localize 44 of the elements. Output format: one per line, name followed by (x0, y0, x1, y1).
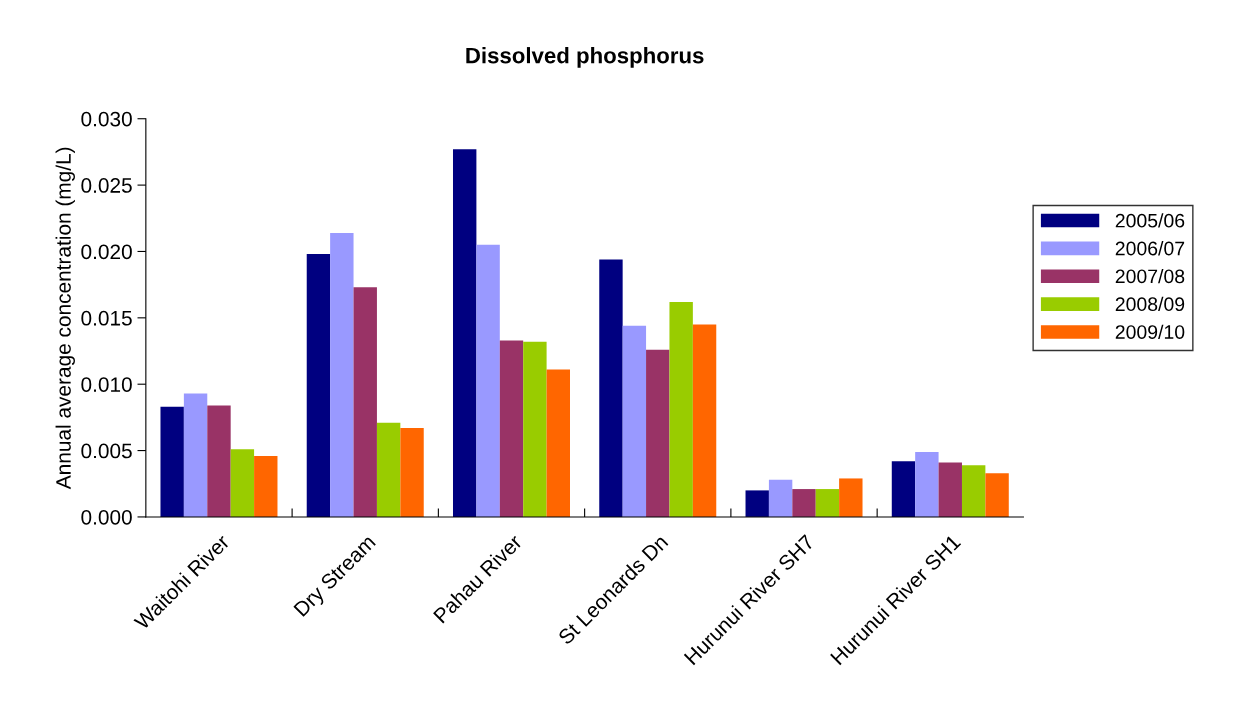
bar (207, 405, 231, 517)
bar (353, 287, 377, 517)
bar (961, 465, 986, 517)
bar (306, 254, 331, 517)
y-tick-label: 0.005 (81, 443, 132, 459)
bar (768, 479, 793, 517)
bar (669, 301, 693, 517)
bar (891, 461, 916, 517)
legend-label: 2005/06 (1115, 213, 1185, 228)
bar (915, 451, 939, 517)
bar (985, 473, 1009, 517)
y-tick-label: 0.020 (81, 244, 132, 260)
bar (938, 462, 962, 517)
y-tick-label: 0.015 (81, 310, 132, 326)
bar (230, 449, 255, 517)
bar (692, 324, 717, 517)
bar (254, 455, 278, 517)
bar (599, 259, 623, 517)
bar (400, 428, 424, 517)
bar (745, 490, 769, 517)
legend-label: 2006/07 (1115, 241, 1185, 256)
y-tick-label: 0.000 (81, 509, 132, 525)
y-tick-label: 0.030 (81, 111, 132, 127)
legend-label: 2007/08 (1115, 268, 1185, 284)
chart-title: Dissolved phosphorus (466, 47, 704, 68)
bar (330, 232, 354, 517)
bar (646, 349, 670, 517)
bar (183, 393, 208, 517)
bar (476, 244, 500, 517)
y-tick-label: 0.025 (81, 178, 132, 193)
bar (622, 325, 647, 517)
legend-label: 2009/10 (1115, 324, 1185, 339)
bar (376, 422, 401, 517)
bar (452, 149, 477, 517)
bar (523, 341, 547, 517)
y-axis-title: Annual average concentration (mg/L) (55, 147, 75, 490)
bar (839, 478, 863, 517)
bar (792, 489, 816, 517)
legend-label: 2008/09 (1115, 296, 1185, 312)
bar (499, 340, 524, 517)
y-tick-label: 0.010 (81, 377, 132, 392)
bar (815, 489, 840, 517)
bar (160, 406, 184, 517)
bar (546, 369, 570, 517)
